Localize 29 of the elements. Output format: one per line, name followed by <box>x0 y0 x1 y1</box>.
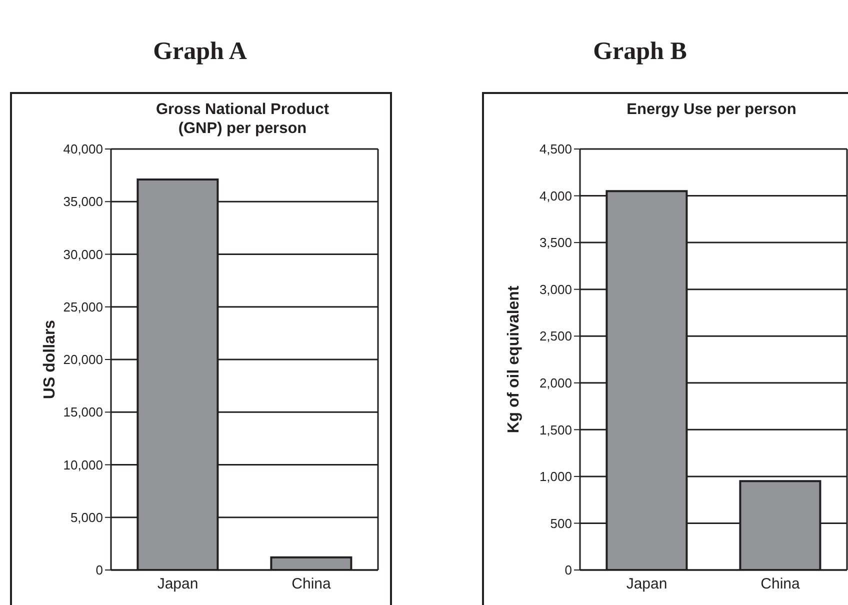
y-tick-label: 4,500 <box>539 142 572 157</box>
y-tick-label: 0 <box>96 562 103 578</box>
y-tick-label: 0 <box>564 562 572 578</box>
y-tick-label: 3,000 <box>539 282 572 297</box>
x-tick-label: China <box>292 576 332 593</box>
chart-subtitle: Gross National Product (GNP) per person <box>154 100 330 138</box>
x-tick-label: Japan <box>157 576 198 593</box>
y-tick-label: 5,000 <box>70 510 103 525</box>
y-tick-label: 4,000 <box>539 188 572 204</box>
chart-title: Graph B <box>592 38 688 66</box>
y-tick-label: 2,000 <box>539 376 572 391</box>
y-axis-title: US dollars <box>42 320 58 400</box>
y-tick-label: 25,000 <box>63 299 103 314</box>
chart-title: Graph A <box>152 38 248 66</box>
x-tick-label: China <box>760 576 800 593</box>
x-tick-label: Japan <box>626 576 668 593</box>
y-tick-label: 35,000 <box>63 194 103 210</box>
y-tick-label: 30,000 <box>63 246 103 262</box>
y-tick-label: 1,500 <box>539 422 572 438</box>
y-tick-label: 40,000 <box>63 142 103 157</box>
y-tick-label: 500 <box>550 516 572 531</box>
y-tick-label: 1,000 <box>539 469 572 484</box>
y-tick-label: 10,000 <box>63 457 103 472</box>
y-tick-label: 3,500 <box>539 235 572 250</box>
y-tick-label: 20,000 <box>63 352 103 368</box>
chart-subtitle: Energy Use per person <box>626 100 796 119</box>
y-tick-label: 2,500 <box>539 328 572 344</box>
y-axis-title: Kg of oil equivalent <box>506 285 522 434</box>
y-tick-label: 15,000 <box>63 404 103 420</box>
